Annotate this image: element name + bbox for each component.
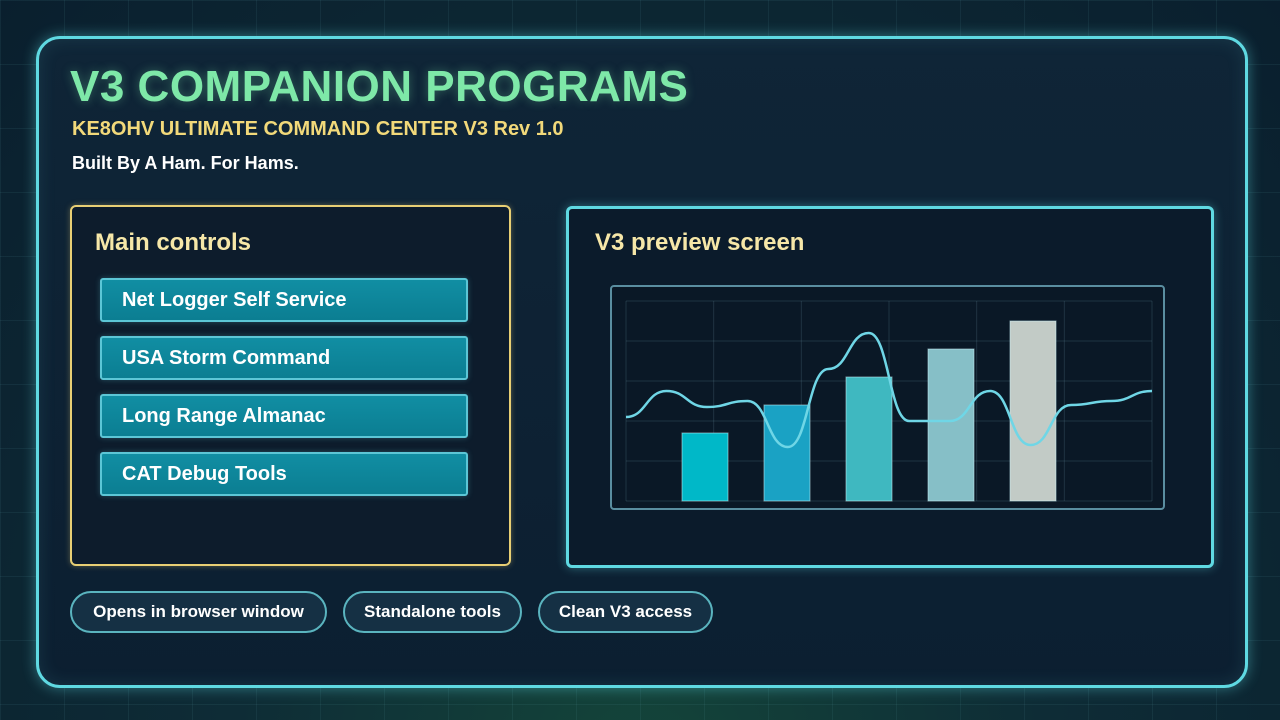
- usa-storm-command-button[interactable]: USA Storm Command: [100, 336, 468, 380]
- preview-line: [625, 331, 1153, 449]
- preview-chart-graphic: [625, 300, 1153, 502]
- preview-screen: [610, 285, 1165, 510]
- preview-bar: [927, 348, 975, 502]
- feature-pill-browser-window: Opens in browser window: [70, 591, 327, 633]
- preview-bar: [763, 404, 811, 502]
- main-controls-panel: [70, 205, 511, 566]
- main-controls-heading: Main controls: [95, 229, 252, 256]
- preview-bar: [681, 432, 729, 502]
- feature-pill-clean-v3-access: Clean V3 access: [538, 591, 713, 633]
- page-tagline: Built By A Ham. For Hams.: [72, 153, 299, 173]
- preview-heading: V3 preview screen: [595, 229, 805, 256]
- net-logger-self-service-button[interactable]: Net Logger Self Service: [100, 278, 468, 322]
- cat-debug-tools-button[interactable]: CAT Debug Tools: [100, 452, 468, 496]
- preview-bar: [845, 376, 893, 502]
- preview-bar: [1009, 320, 1057, 502]
- page-subtitle: KE8OHV ULTIMATE COMMAND CENTER V3 Rev 1.…: [72, 118, 564, 140]
- page-title: V3 COMPANION PROGRAMS: [70, 62, 689, 111]
- feature-pill-standalone-tools: Standalone tools: [343, 591, 522, 633]
- long-range-almanac-button[interactable]: Long Range Almanac: [100, 394, 468, 438]
